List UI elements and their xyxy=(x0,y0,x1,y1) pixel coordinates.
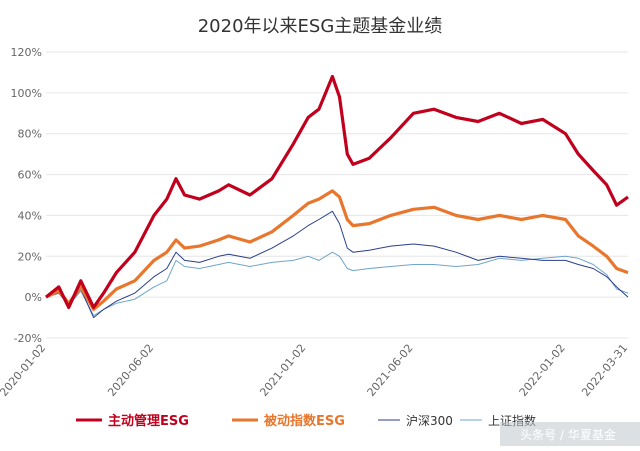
y-axis-ticks: -20% 0% 20% 40% 60% 80% 100% 120% xyxy=(11,46,42,345)
y-tick-label: 20% xyxy=(18,250,42,263)
series-line xyxy=(45,189,629,311)
y-tick-label: 60% xyxy=(18,169,42,182)
watermark: 头条号 / 华夏基金 xyxy=(520,427,616,442)
y-tick-label: 40% xyxy=(18,209,42,222)
chart-title: 2020年以来ESG主题基金业绩 xyxy=(198,16,443,37)
y-tick-label: 120% xyxy=(11,46,42,59)
y-tick-label: 80% xyxy=(18,128,42,141)
legend-label: 主动管理ESG xyxy=(108,413,189,429)
grid xyxy=(46,51,628,339)
series-line xyxy=(45,74,629,309)
series-lines xyxy=(45,74,629,319)
legend: 主动管理ESG 被动指数ESG 沪深300 上证指数 xyxy=(76,413,536,429)
series-line xyxy=(45,251,629,316)
legend-label: 沪深300 xyxy=(406,414,453,428)
y-tick-label: 100% xyxy=(11,87,42,100)
series-line xyxy=(45,210,629,319)
legend-label: 被动指数ESG xyxy=(263,413,345,429)
watermark-background xyxy=(500,422,640,446)
y-tick-label: 0% xyxy=(25,291,42,304)
y-tick-label: -20% xyxy=(14,332,42,345)
